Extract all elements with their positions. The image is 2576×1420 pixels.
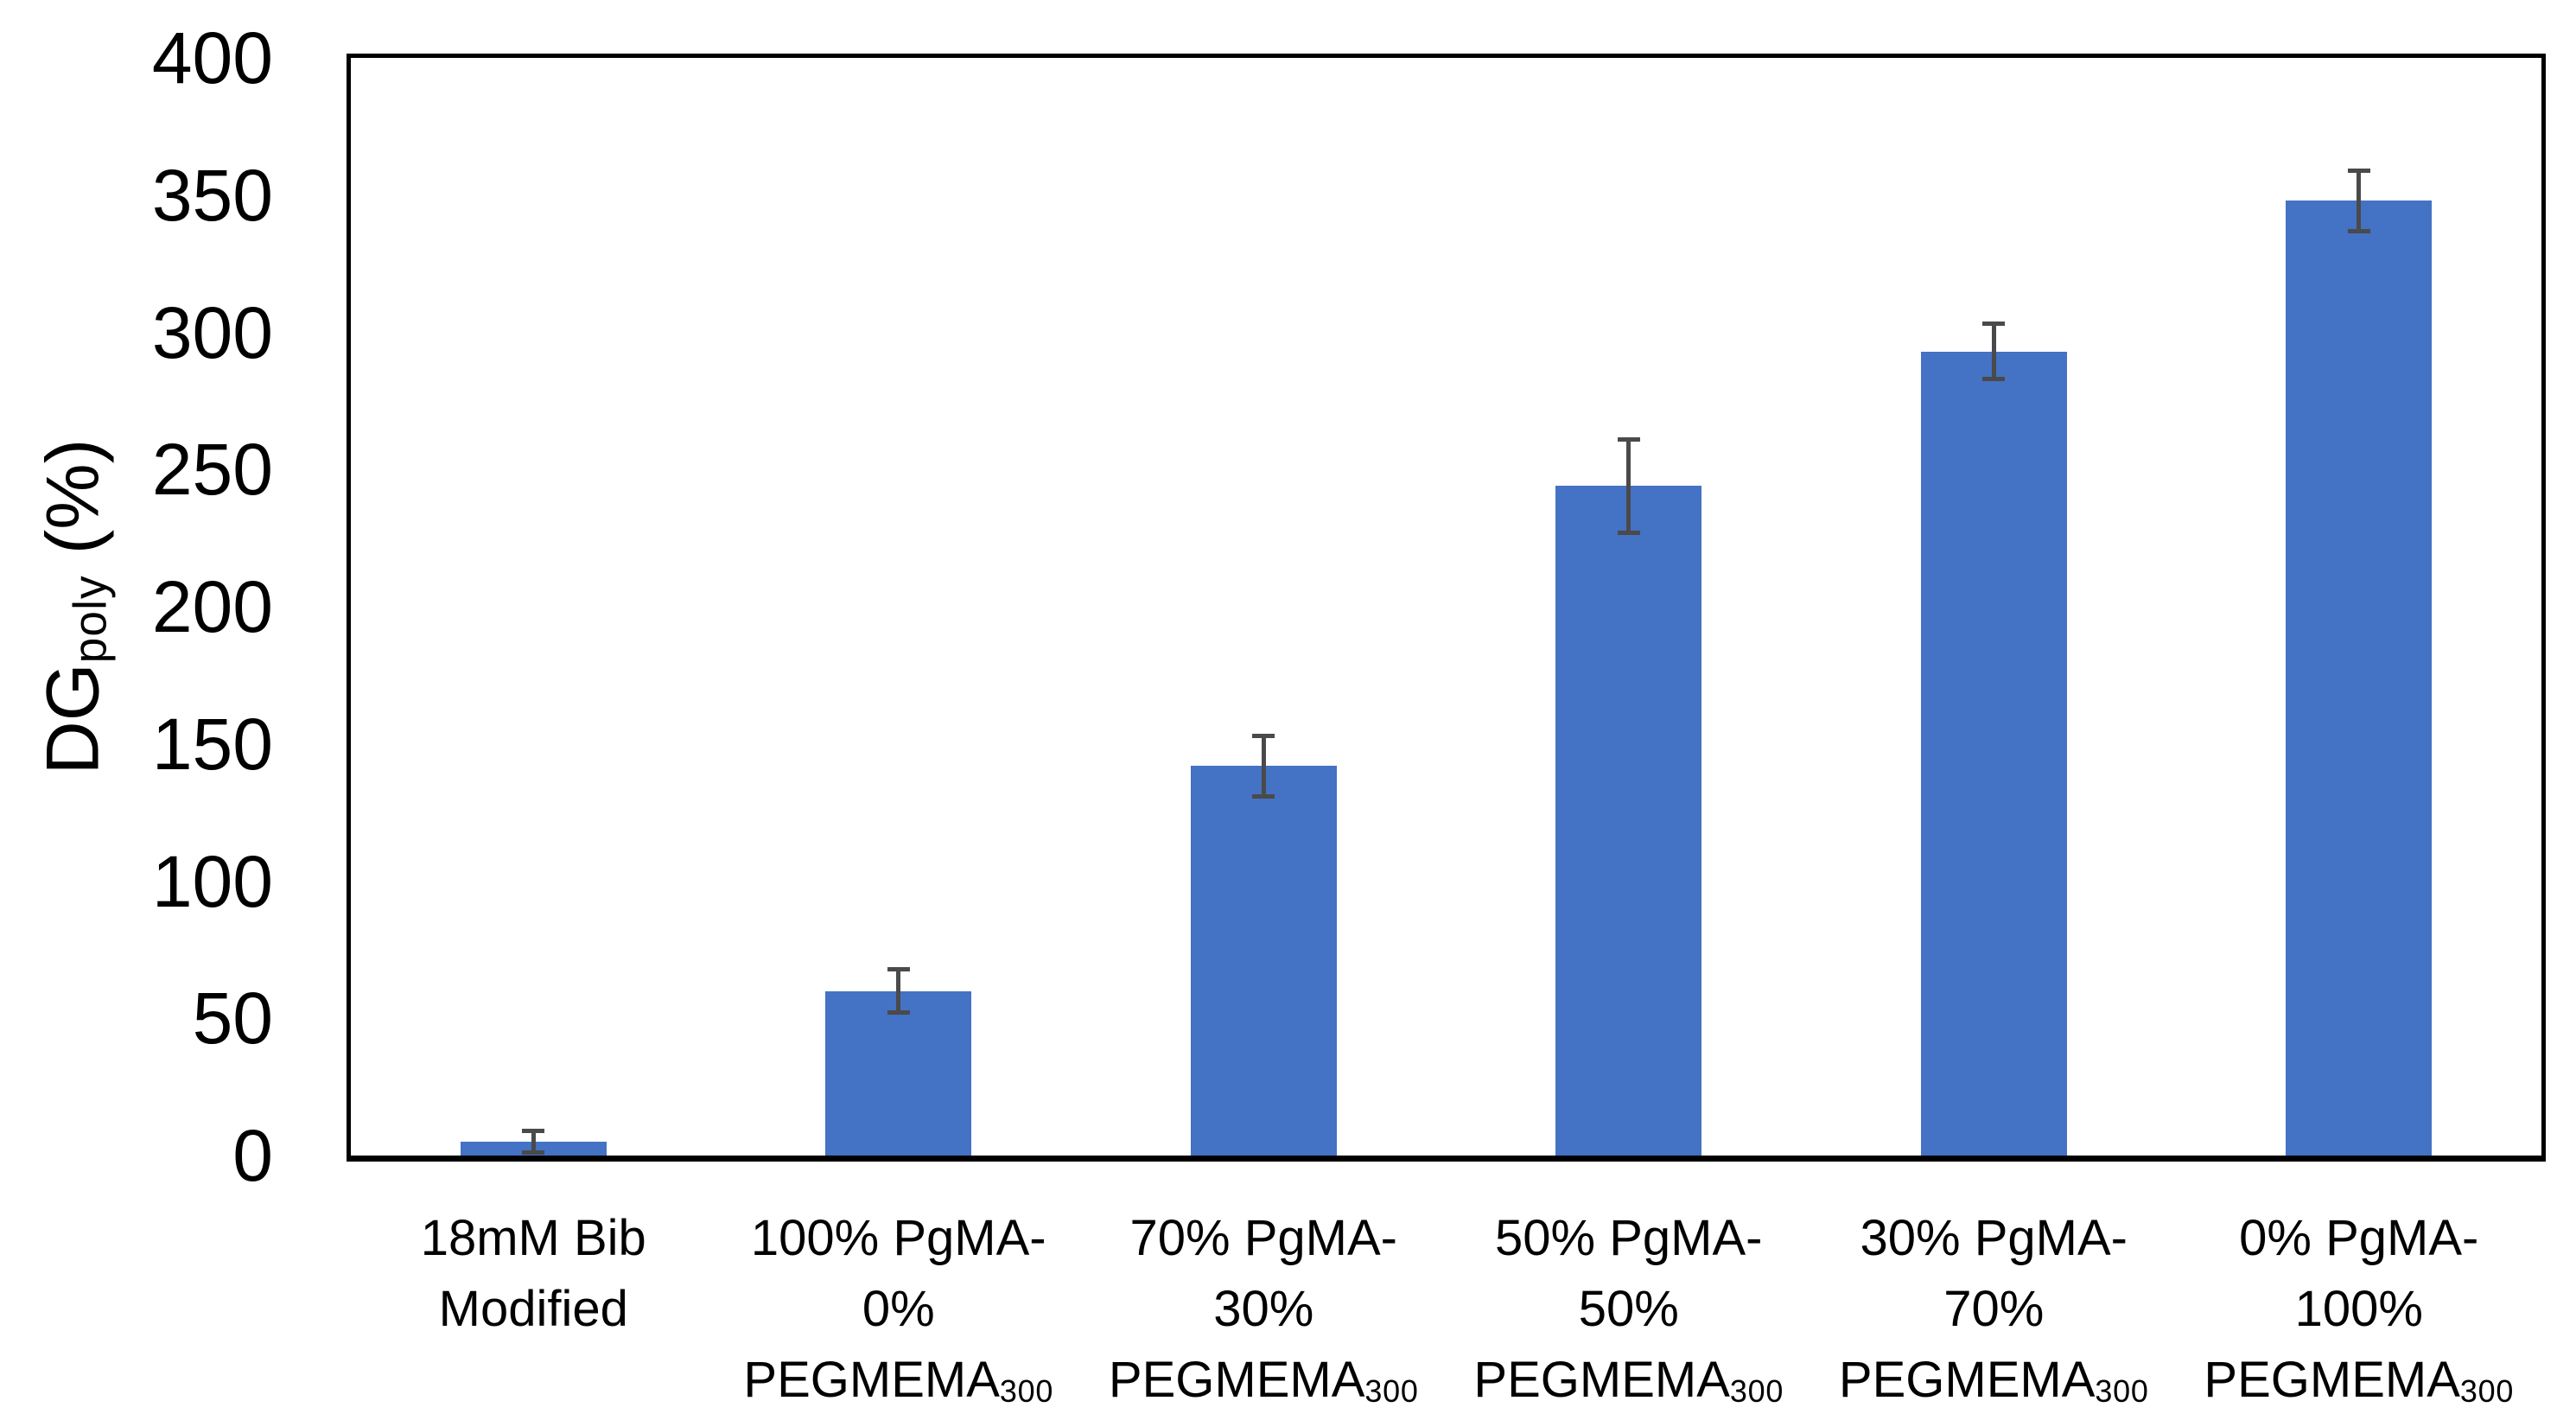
y-tick-label: 50 xyxy=(192,977,273,1060)
bar xyxy=(1920,351,2067,1156)
error-bar-whisker xyxy=(531,1130,536,1153)
x-category-label-subscript: 300 xyxy=(1364,1373,1419,1410)
x-category-label-line: 50% PgMA- xyxy=(1495,1210,1763,1266)
bar xyxy=(1190,766,1337,1156)
y-tick-label: 300 xyxy=(151,291,273,373)
error-bar-bottom-cap xyxy=(887,1010,910,1016)
x-category-label-subscript: 300 xyxy=(2095,1373,2149,1410)
error-bar-whisker xyxy=(896,969,901,1013)
x-category-label-line: PEGMEMA300 xyxy=(1473,1352,1784,1410)
x-category-label-line: PEGMEMA300 xyxy=(1838,1352,2149,1410)
error-bar-top-cap xyxy=(887,966,910,971)
error-bar-top-cap xyxy=(1252,733,1275,738)
x-category-label-line: Modified xyxy=(438,1281,628,1337)
plot-frame xyxy=(347,54,2546,1162)
error-bar-whisker xyxy=(2357,170,2362,232)
y-tick-label: 100 xyxy=(151,840,273,922)
x-category-label-line: PEGMEMA300 xyxy=(2204,1352,2515,1410)
x-category-label-subscript: 300 xyxy=(1729,1373,1784,1410)
x-category-label: 70% PgMA- 30% PEGMEMA300 xyxy=(1081,1203,1447,1420)
error-bar-top-cap xyxy=(1617,436,1640,442)
y-tick-label: 200 xyxy=(151,566,273,647)
error-bar-whisker xyxy=(1261,735,1266,797)
error-bar-bottom-cap xyxy=(1982,376,2006,381)
error-bar-whisker xyxy=(1626,439,1631,533)
x-category-label-line: 100% xyxy=(2294,1281,2423,1337)
x-category-label-line: 30% PgMA- xyxy=(1860,1210,2128,1266)
y-tick-label: 350 xyxy=(151,154,273,236)
error-bar-top-cap xyxy=(2347,168,2370,173)
y-tick-label: 0 xyxy=(232,1115,273,1196)
error-bar-bottom-cap xyxy=(522,1150,545,1156)
error-bar-bottom-cap xyxy=(1617,530,1640,535)
error-bar-bottom-cap xyxy=(2347,228,2370,233)
error-bar-top-cap xyxy=(1982,322,2006,327)
x-category-label-line: PEGMEMA300 xyxy=(1108,1352,1419,1410)
x-category-label: 50% PgMA- 50% PEGMEMA300 xyxy=(1446,1203,1811,1420)
y-tick-label: 400 xyxy=(151,17,273,99)
bar xyxy=(2286,201,2433,1156)
x-category-label-line: 0% PgMA- xyxy=(2239,1210,2479,1266)
x-category-label-line: PEGMEMA300 xyxy=(743,1352,1054,1410)
x-category-label: 30% PgMA- 70% PEGMEMA300 xyxy=(1811,1203,2177,1420)
y-tick-label: 150 xyxy=(151,703,273,785)
bar xyxy=(825,990,972,1156)
x-category-label: 100% PgMA- 0% PEGMEMA300 xyxy=(716,1203,1081,1420)
bar xyxy=(1555,486,1702,1156)
error-bar-whisker xyxy=(1991,323,1996,379)
x-category-label-line: 50% xyxy=(1578,1281,1679,1337)
x-category-label: 18mM Bib Modified xyxy=(351,1203,716,1345)
error-bar-bottom-cap xyxy=(1252,793,1275,799)
error-bar-top-cap xyxy=(522,1128,545,1133)
x-category-label-line: 70% PgMA- xyxy=(1129,1210,1397,1266)
x-category-label: 0% PgMA- 100% PEGMEMA300 xyxy=(2176,1203,2541,1420)
x-category-label-subscript: 300 xyxy=(999,1373,1054,1410)
y-tick-label: 250 xyxy=(151,429,273,511)
x-category-label-line: 70% xyxy=(1943,1281,2045,1337)
x-category-label-subscript: 300 xyxy=(2459,1373,2515,1410)
x-category-label-line: 0% xyxy=(862,1281,935,1337)
x-category-label-line: 100% PgMA- xyxy=(750,1210,1046,1266)
x-category-label-line: 18mM Bib xyxy=(420,1210,646,1266)
x-category-label-line: 30% xyxy=(1213,1281,1314,1337)
